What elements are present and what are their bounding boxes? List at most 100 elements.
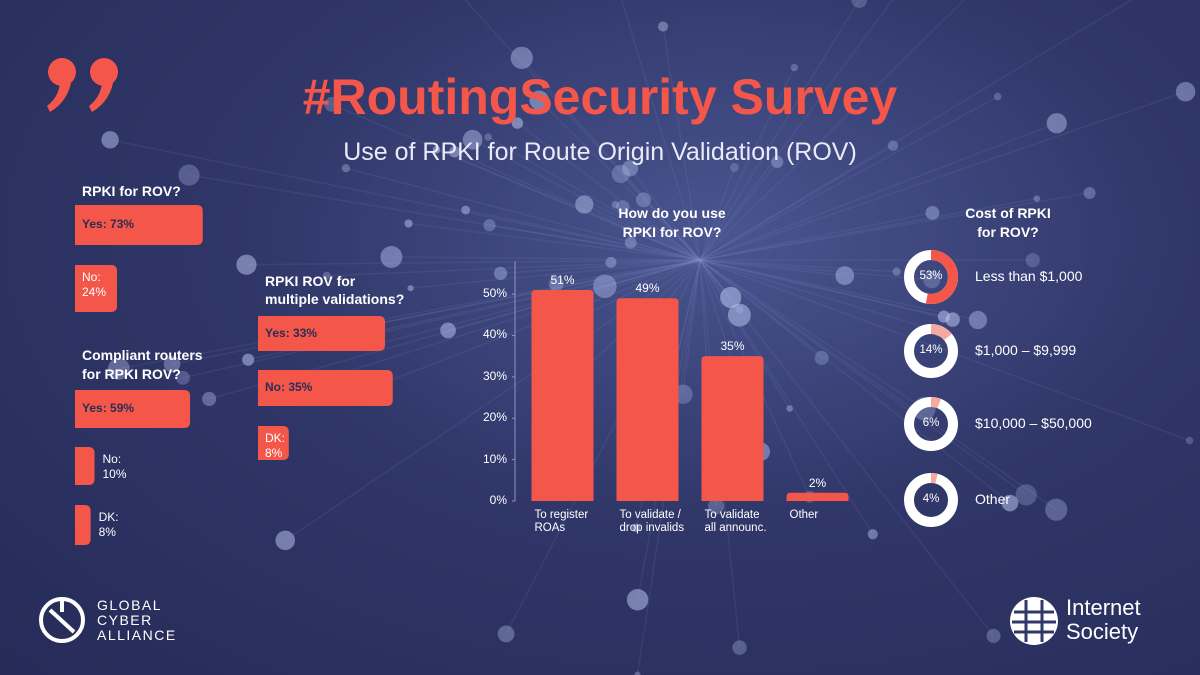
logo-text: GLOBAL	[97, 597, 163, 613]
bar	[75, 390, 191, 428]
glow-spot	[631, 523, 641, 532]
fiber	[408, 222, 701, 261]
bar	[75, 205, 203, 245]
fiber	[464, 0, 701, 261]
glow-spot	[835, 266, 855, 286]
glow-spot	[511, 117, 524, 129]
fiber	[699, 0, 894, 261]
fiber	[454, 151, 701, 261]
glow-spot	[404, 219, 413, 228]
y-tick-label: 10%	[482, 451, 507, 466]
fiber	[699, 259, 1011, 504]
x-tick-label: To register ROAs	[534, 509, 589, 534]
glow-spot	[867, 529, 878, 540]
value-label: Yes: 33%	[265, 325, 318, 340]
glow-spot	[1175, 82, 1196, 102]
value-label: Yes: 59%	[82, 401, 135, 415]
fiber	[699, 0, 860, 261]
fiber	[622, 206, 701, 261]
fiber	[662, 26, 701, 261]
glow-spot	[440, 322, 456, 339]
category-label: $10,000 – $50,000	[975, 415, 1092, 431]
value-label: 2%	[808, 475, 827, 490]
glow-spot	[242, 353, 255, 366]
glow-spot	[611, 164, 630, 184]
chart-title: RPKI for ROV?	[82, 183, 181, 199]
fiber	[302, 259, 701, 387]
value-label: 6%	[922, 417, 940, 429]
value-label: DK: 8%	[265, 431, 286, 460]
fiber	[615, 204, 701, 261]
glow-spot	[814, 350, 829, 365]
fiber	[699, 259, 939, 332]
glow-spot	[202, 391, 217, 407]
y-tick-label: 30%	[482, 368, 507, 383]
glow-spot	[634, 671, 641, 675]
glow-spot	[708, 498, 725, 515]
glow-spot	[622, 160, 639, 177]
donut-segment	[904, 473, 958, 527]
fiber	[699, 259, 845, 277]
fiber	[465, 209, 701, 261]
glow-spot	[1083, 187, 1096, 200]
glow-spot	[720, 286, 742, 309]
fiber	[610, 259, 701, 264]
chart-title: Compliant routers	[82, 347, 203, 363]
glow-spot	[275, 530, 296, 551]
value-label: Yes: 73%	[82, 217, 135, 231]
glow-spot	[993, 92, 1002, 101]
glow-spot	[968, 310, 988, 330]
glow-spot	[322, 271, 331, 280]
chart-title: for RPKI ROV?	[82, 366, 181, 382]
fiber	[699, 91, 1186, 261]
value-label: 35%	[720, 339, 745, 354]
fiber	[699, 259, 1027, 496]
glow-spot	[380, 246, 403, 268]
bar	[75, 265, 117, 312]
fiber	[343, 259, 701, 332]
y-tick-label: 50%	[482, 286, 507, 301]
value-label: 4%	[922, 493, 940, 505]
bar	[258, 316, 386, 351]
fiber	[699, 197, 1038, 261]
fiber	[604, 259, 701, 287]
fiber	[620, 0, 701, 261]
glow-spot	[1025, 253, 1040, 268]
bar	[701, 356, 764, 501]
value-label: DK: 8%	[98, 510, 119, 539]
value-label: No: 35%	[265, 380, 313, 394]
glow-spot	[1033, 195, 1041, 202]
value-label: No: 24%	[82, 270, 107, 299]
fiber	[326, 259, 701, 277]
value-label: 14%	[919, 344, 943, 356]
value-label: 49%	[635, 281, 660, 296]
glow-spot	[1046, 113, 1067, 134]
fiber	[699, 259, 823, 359]
glow-spot	[727, 303, 751, 327]
value-label: 53%	[919, 270, 943, 282]
glow-spot	[484, 133, 492, 141]
bar	[531, 289, 594, 501]
chart-title: multiple validations?	[265, 291, 405, 307]
fiber	[472, 139, 701, 261]
glow-spot	[735, 305, 744, 314]
glow-spot	[175, 370, 190, 385]
glow-spot	[593, 274, 617, 298]
fiber	[487, 136, 701, 261]
glow-spot	[432, 145, 441, 154]
fiber	[699, 259, 897, 273]
fiber	[345, 167, 701, 261]
fiber	[699, 259, 995, 637]
fiber	[246, 259, 701, 266]
glow-spot	[493, 266, 508, 281]
fiber	[642, 199, 701, 261]
fiber	[538, 99, 701, 261]
fiber	[118, 259, 701, 370]
fiber	[629, 167, 701, 261]
donut-segment	[904, 397, 958, 451]
fiber	[517, 122, 701, 261]
bar	[258, 426, 289, 460]
glow-spot	[1185, 436, 1194, 445]
fiber	[182, 259, 701, 379]
